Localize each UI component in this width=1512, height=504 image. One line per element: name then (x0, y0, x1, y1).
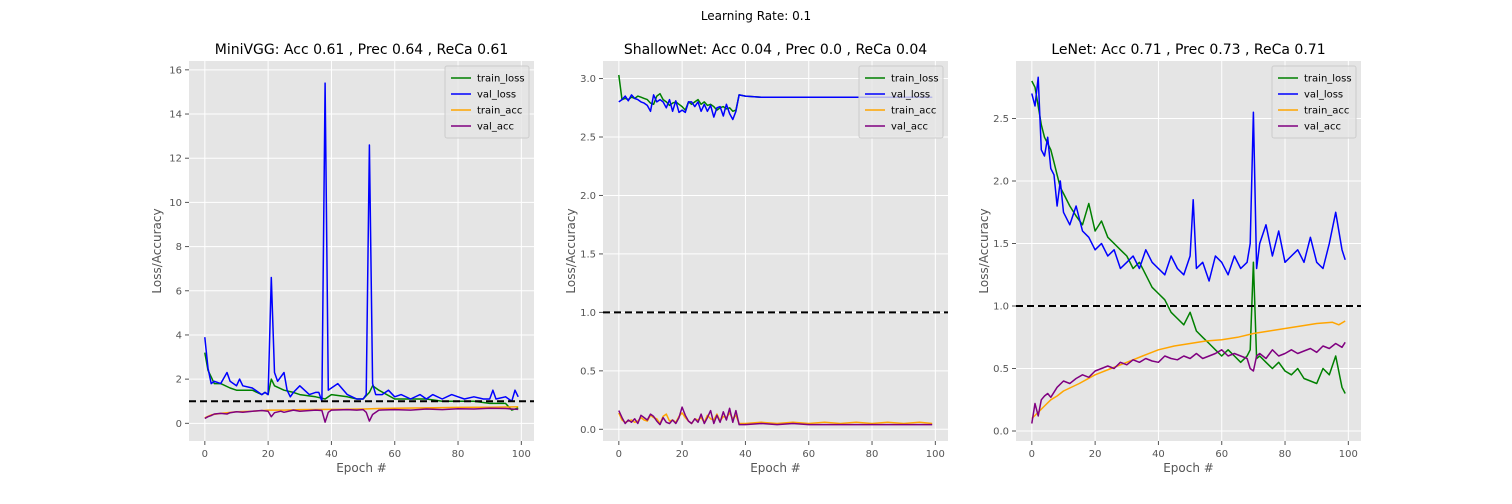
y-tick-label: 0.0 (580, 425, 596, 436)
x-axis-label: Epoch # (336, 461, 387, 475)
y-tick-label: 1.5 (580, 249, 596, 260)
y-tick-label: 1.0 (580, 308, 596, 319)
x-tick-label: 20 (262, 449, 275, 460)
series-line-val_acc (204, 407, 519, 423)
legend-box (1271, 65, 1357, 139)
series-line-val_loss (204, 82, 519, 402)
chart-title: LeNet: Acc 0.71 , Prec 0.73 , ReCa 0.71 (1051, 42, 1325, 58)
series-line-val_acc (618, 406, 933, 426)
chart-panel-shallownet: 0 20 40 60 80 100 0.0 0.5 1.0 1.5 2.0 2.5 3.0 Shallow… (564, 42, 948, 475)
x-tick-label: 0 (616, 449, 622, 460)
y-tick-label: 10 (169, 198, 182, 209)
y-tick-label: 12 (169, 154, 182, 165)
x-tick-label: 40 (1152, 449, 1165, 460)
x-tick-label: 100 (512, 449, 531, 460)
x-tick-label: 80 (1279, 449, 1292, 460)
y-tick-label: 1.5 (993, 239, 1009, 250)
legend: train_loss val_loss train_acc val_acc (858, 65, 944, 139)
y-tick-label: 2 (176, 375, 182, 386)
y-tick-label: 8 (176, 242, 182, 253)
x-tick-label: 20 (1089, 449, 1102, 460)
x-tick-label: 80 (866, 449, 879, 460)
legend-label-val_loss: val_loss (891, 90, 930, 101)
y-tick-label: 4 (176, 330, 182, 341)
y-tick-label: 2.5 (580, 133, 596, 144)
chart-panel-minivgg: 0 20 40 60 80 100 0 2 4 6 8 10 12 14 16 MiniVGG: Acc 0.… (150, 42, 534, 475)
legend-label-train_acc: train_acc (477, 106, 522, 117)
figure-suptitle: Learning Rate: 0.1 (701, 9, 811, 23)
legend-label-val_loss: val_loss (477, 90, 516, 101)
x-axis-label: Epoch # (1163, 461, 1214, 475)
legend-label-train_acc: train_acc (1304, 106, 1349, 117)
chart-title: ShallowNet: Acc 0.04 , Prec 0.0 , ReCa 0… (624, 42, 927, 58)
y-tick-label: 0.5 (993, 364, 1009, 375)
x-tick-label: 20 (676, 449, 689, 460)
legend: train_loss val_loss train_acc val_acc (444, 65, 530, 139)
x-tick-label: 0 (202, 449, 208, 460)
y-tick-label: 2.5 (993, 114, 1009, 125)
x-tick-label: 60 (1215, 449, 1228, 460)
y-tick-label: 2.0 (580, 191, 596, 202)
x-tick-label: 80 (452, 449, 465, 460)
legend-label-val_loss: val_loss (1304, 90, 1343, 101)
y-tick-label: 2.0 (993, 177, 1009, 188)
x-axis-label: Epoch # (750, 461, 801, 475)
y-tick-label: 16 (169, 65, 182, 76)
x-tick-label: 0 (1029, 449, 1035, 460)
x-tick-label: 60 (388, 449, 401, 460)
y-tick-label: 0 (176, 419, 182, 430)
y-tick-label: 0.0 (993, 427, 1009, 438)
x-tick-label: 60 (802, 449, 815, 460)
y-tick-label: 6 (176, 286, 182, 297)
y-axis-label: Loss/Accuracy (564, 208, 578, 293)
y-axis-label: Loss/Accuracy (150, 208, 164, 293)
y-tick-label: 1.0 (993, 302, 1009, 313)
legend-label-train_loss: train_loss (477, 74, 525, 85)
legend: train_loss val_loss train_acc val_acc (1271, 65, 1357, 139)
series-line-val_acc (1031, 341, 1346, 424)
legend-label-train_acc: train_acc (891, 106, 936, 117)
chart-panel-lenet: 0 20 40 60 80 100 0.0 0.5 1.0 1.5 2.0 2.5 LeNet: Acc… (977, 42, 1361, 475)
legend-label-train_loss: train_loss (1304, 74, 1352, 85)
legend-label-train_loss: train_loss (891, 74, 939, 85)
x-tick-label: 100 (926, 449, 945, 460)
legend-label-val_acc: val_acc (891, 122, 928, 133)
y-tick-label: 3.0 (580, 74, 596, 85)
x-tick-label: 40 (325, 449, 338, 460)
chart-title: MiniVGG: Acc 0.61 , Prec 0.64 , ReCa 0.6… (215, 42, 509, 58)
x-tick-label: 40 (739, 449, 752, 460)
series-line-train_acc (1031, 320, 1346, 420)
legend-box (858, 65, 944, 139)
series-line-val_loss (1031, 76, 1346, 282)
y-tick-label: 14 (169, 110, 182, 121)
series-line-val_loss (618, 94, 933, 121)
legend-box (444, 65, 530, 139)
y-axis-label: Loss/Accuracy (977, 208, 991, 293)
y-tick-label: 0.5 (580, 366, 596, 377)
x-tick-label: 100 (1339, 449, 1358, 460)
legend-label-val_acc: val_acc (1304, 122, 1341, 133)
legend-label-val_acc: val_acc (477, 122, 514, 133)
